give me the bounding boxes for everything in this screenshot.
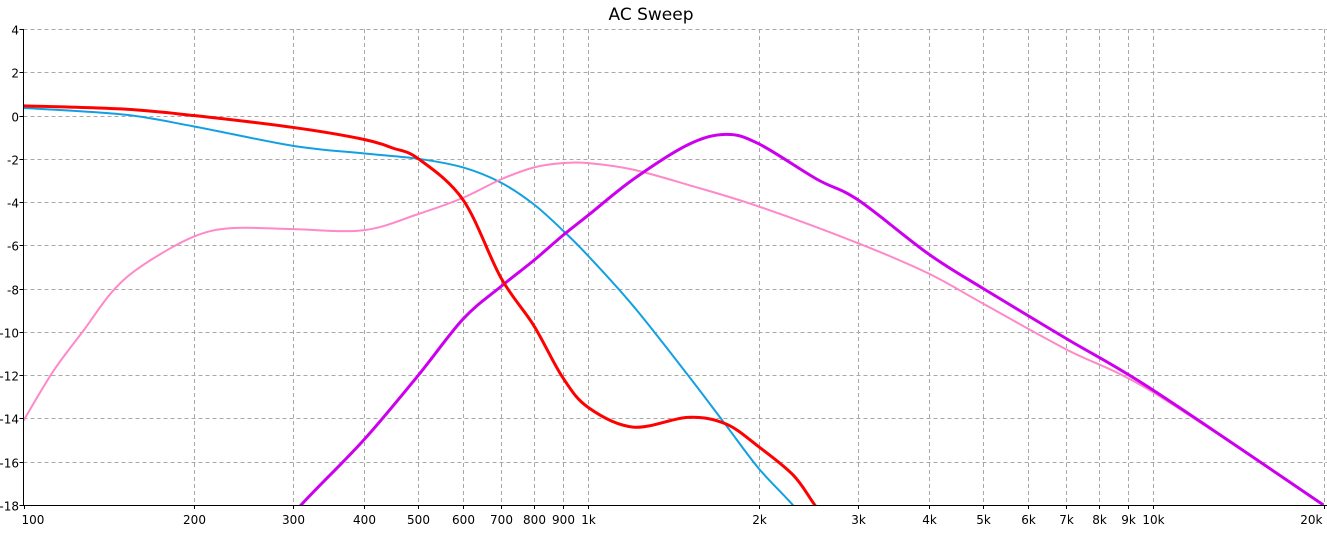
x-tick-label: 7k (1059, 513, 1074, 527)
x-tick-label: 2k (752, 513, 767, 527)
x-tick-label: 9k (1121, 513, 1136, 527)
y-tick-label: -4 (7, 197, 19, 211)
x-tick-label: 100 (22, 513, 45, 527)
y-tick-label: -18 (0, 500, 19, 514)
x-tick-label: 4k (922, 513, 937, 527)
x-tick-label: 10k (1142, 513, 1164, 527)
x-tick-label: 900 (552, 513, 575, 527)
x-tick-label: 8k (1092, 513, 1107, 527)
x-tick-label: 600 (452, 513, 475, 527)
y-tick-label: -12 (0, 370, 19, 384)
x-tick-label: 20k (1300, 513, 1322, 527)
x-tick-labels: 100 200 300 400 500 600 700 800 900 1k 2k 3k 4k 5k 6k 7… (22, 505, 1325, 527)
x-tick-label: 700 (490, 513, 513, 527)
series-line-red (24, 106, 833, 530)
y-tick-label: -10 (0, 327, 19, 341)
grid-lines (24, 29, 1327, 505)
x-tick-label: 1k (581, 513, 596, 527)
y-tick-labels: 4 2 0 -2 -4 -6 -8 -10 -12 -14 -16 -18 (0, 24, 24, 514)
y-tick-label: 4 (11, 24, 19, 38)
y-tick-label: -2 (7, 154, 19, 168)
chart-title: AC Sweep (608, 5, 693, 25)
y-tick-label: -6 (7, 240, 19, 254)
x-tick-label: 200 (183, 513, 206, 527)
y-tick-label: -14 (0, 413, 19, 427)
y-tick-label: 0 (11, 111, 19, 125)
x-tick-label: 3k (851, 513, 866, 527)
x-tick-label: 300 (282, 513, 305, 527)
y-tick-label: 2 (11, 67, 19, 81)
x-tick-label: 500 (407, 513, 430, 527)
x-tick-label: 400 (353, 513, 376, 527)
y-tick-label: -16 (0, 457, 19, 471)
y-tick-label: -8 (7, 284, 19, 298)
x-tick-label: 5k (976, 513, 991, 527)
x-tick-label: 6k (1021, 513, 1036, 527)
x-tick-label: 800 (523, 513, 546, 527)
